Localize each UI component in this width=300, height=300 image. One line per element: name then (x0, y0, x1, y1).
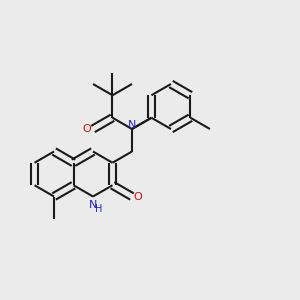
Text: O: O (133, 191, 142, 202)
Text: N: N (89, 200, 97, 210)
Text: O: O (82, 124, 91, 134)
Text: N: N (128, 119, 136, 130)
Text: H: H (95, 204, 103, 214)
